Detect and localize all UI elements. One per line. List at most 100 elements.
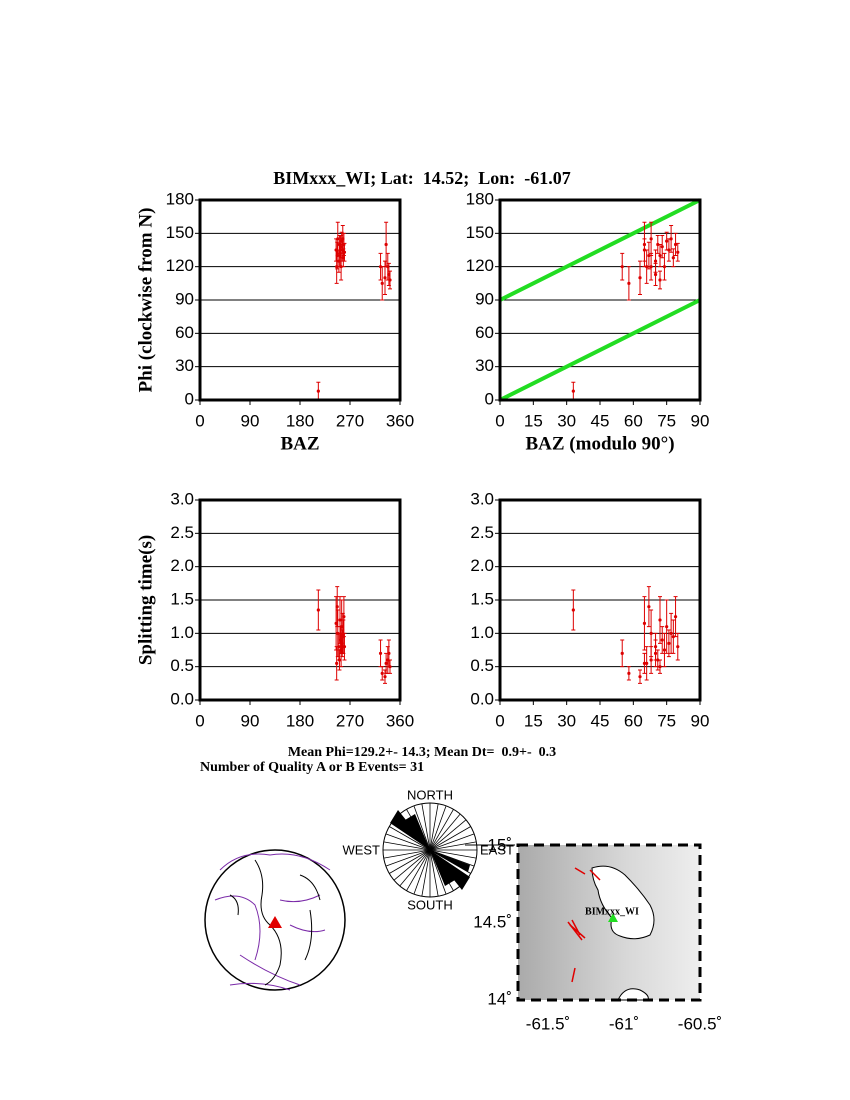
y-tick-label: 0 bbox=[485, 389, 494, 408]
point bbox=[335, 661, 339, 665]
y-tick-label: 180 bbox=[466, 189, 494, 208]
x-tick-label: 15 bbox=[524, 711, 543, 730]
point bbox=[656, 658, 660, 662]
point bbox=[653, 259, 658, 263]
y-tick-label: 2.5 bbox=[170, 523, 194, 542]
x-tick-label: 270 bbox=[336, 411, 364, 430]
y-tick-label: 150 bbox=[166, 223, 194, 242]
x-tick-label: 45 bbox=[591, 411, 610, 430]
lat-label: 15˚ bbox=[487, 835, 512, 854]
point bbox=[620, 265, 624, 269]
point bbox=[337, 658, 342, 662]
point bbox=[662, 648, 667, 652]
y-axis-label: Splitting time(s) bbox=[135, 535, 156, 665]
x-tick-label: 15 bbox=[524, 411, 543, 430]
point bbox=[638, 675, 642, 679]
y-tick-label: 0.5 bbox=[170, 656, 194, 675]
x-tick-label: 30 bbox=[557, 411, 576, 430]
point bbox=[342, 645, 347, 649]
point bbox=[645, 265, 649, 269]
x-tick-label: 90 bbox=[691, 411, 710, 430]
lon-label: -61˚ bbox=[609, 1014, 639, 1033]
point bbox=[383, 276, 387, 280]
point bbox=[378, 651, 383, 655]
point bbox=[649, 658, 653, 662]
y-tick-label: 2.0 bbox=[170, 556, 194, 575]
y-tick-label: 2.0 bbox=[470, 556, 494, 575]
y-tick-label: 0.0 bbox=[170, 689, 194, 708]
point bbox=[669, 237, 673, 241]
point bbox=[571, 389, 575, 393]
point bbox=[658, 278, 662, 282]
point bbox=[335, 605, 339, 609]
point bbox=[665, 239, 669, 243]
point bbox=[669, 631, 673, 635]
point bbox=[645, 661, 649, 665]
point bbox=[662, 265, 667, 269]
x-tick-label: 360 bbox=[386, 411, 414, 430]
plot-frame bbox=[498, 198, 702, 402]
y-tick-label: 180 bbox=[166, 189, 194, 208]
x-tick-label: 270 bbox=[336, 711, 364, 730]
map: BIMxxx_WI 15˚ 14.5˚ 14˚ -61.5˚ -61˚ -60.… bbox=[473, 835, 722, 1033]
y-tick-label: 150 bbox=[466, 223, 494, 242]
y-tick-label: 30 bbox=[175, 356, 194, 375]
point bbox=[658, 665, 662, 669]
point bbox=[336, 237, 340, 241]
point bbox=[665, 625, 669, 629]
y-tick-label: 60 bbox=[475, 323, 494, 342]
point bbox=[335, 265, 339, 269]
point bbox=[384, 242, 388, 247]
rose-label: WEST bbox=[342, 842, 380, 857]
y-tick-label: 60 bbox=[175, 323, 194, 342]
summary-line: Number of Quality A or B Events= 31 bbox=[200, 760, 424, 775]
x-axis-label: BAZ (modulo 90°) bbox=[525, 433, 674, 454]
point bbox=[676, 250, 680, 254]
y-tick-label: 1.5 bbox=[170, 589, 194, 608]
point bbox=[339, 265, 343, 269]
y-tick-label: 30 bbox=[475, 356, 494, 375]
y-tick-label: 3.0 bbox=[470, 489, 494, 508]
point bbox=[642, 661, 647, 665]
globe bbox=[204, 849, 346, 991]
x-tick-label: 360 bbox=[386, 711, 414, 730]
point bbox=[316, 389, 320, 393]
point bbox=[380, 671, 384, 675]
point bbox=[638, 276, 642, 280]
point bbox=[660, 245, 664, 249]
point bbox=[642, 621, 647, 625]
plot-frame bbox=[498, 498, 702, 702]
x-tick-label: 0 bbox=[495, 411, 504, 430]
x-axis-label: BAZ bbox=[280, 433, 319, 454]
lon-label: -61.5˚ bbox=[526, 1014, 570, 1033]
lon-label: -60.5˚ bbox=[678, 1014, 722, 1033]
point bbox=[667, 641, 671, 645]
y-tick-label: 1.0 bbox=[170, 623, 194, 642]
point bbox=[338, 618, 342, 622]
rose-label: EAST bbox=[480, 842, 514, 857]
y-tick-label: 90 bbox=[475, 289, 494, 308]
rose-label: NORTH bbox=[407, 787, 453, 802]
x-tick-label: 0 bbox=[495, 711, 504, 730]
y-tick-label: 0.0 bbox=[470, 689, 494, 708]
point bbox=[337, 645, 341, 649]
point bbox=[671, 256, 675, 260]
x-tick-label: 60 bbox=[624, 411, 643, 430]
rose-diagram: NORTH WEST EAST SOUTH bbox=[342, 787, 515, 912]
point bbox=[627, 671, 631, 675]
point bbox=[658, 253, 662, 258]
x-tick-label: 0 bbox=[195, 711, 204, 730]
figure-title: BIMxxx_WI; Lat: 14.52; Lon: -61.07 bbox=[273, 168, 571, 188]
y-tick-label: 1.0 bbox=[470, 623, 494, 642]
y-tick-label: 0.5 bbox=[470, 656, 494, 675]
y-tick-label: 1.5 bbox=[470, 589, 494, 608]
point bbox=[660, 638, 664, 642]
point bbox=[647, 253, 651, 258]
summary-line: Mean Phi=129.2+- 14.3; Mean Dt= 0.9+- 0.… bbox=[288, 745, 556, 760]
x-tick-label: 90 bbox=[691, 711, 710, 730]
point bbox=[673, 615, 678, 619]
point bbox=[653, 272, 658, 277]
point bbox=[342, 250, 347, 254]
point bbox=[342, 615, 346, 619]
